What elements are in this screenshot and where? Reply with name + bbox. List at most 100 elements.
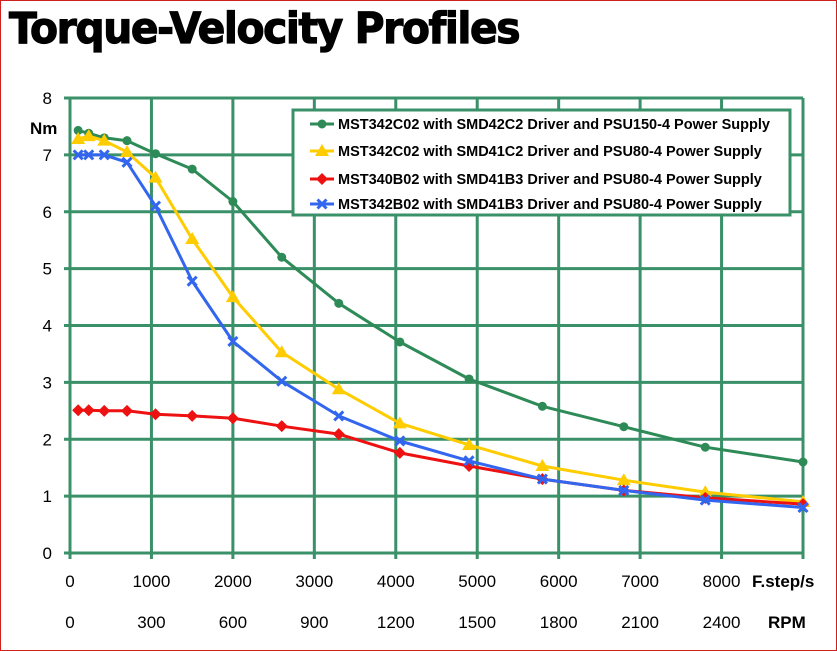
data-point (619, 422, 629, 432)
data-point (71, 131, 86, 144)
data-point (275, 420, 288, 433)
y-axis-label: Nm (30, 119, 57, 138)
data-point (618, 484, 630, 496)
x-secondary-tick-label: 2100 (621, 613, 659, 632)
data-point (81, 129, 96, 142)
data-point (462, 437, 477, 450)
data-point (700, 442, 710, 452)
data-point (121, 404, 134, 417)
x-secondary-tick-label: 600 (219, 613, 247, 632)
axis-labels: Nm F.step/s RPM (30, 119, 814, 632)
x-secondary-tick-label: 1500 (458, 613, 496, 632)
x-secondary-tick-label: 300 (137, 613, 165, 632)
x-secondary-tick-label: 1200 (377, 613, 415, 632)
data-point (72, 404, 85, 417)
series-layer (71, 125, 810, 514)
x-axis-label: F.step/s (752, 572, 814, 591)
data-point (334, 298, 344, 308)
data-point (151, 149, 161, 159)
data-point (186, 275, 198, 287)
data-point (798, 457, 808, 467)
data-point (149, 408, 162, 421)
x-tick-label: 5000 (458, 572, 496, 591)
y-tick-label: 4 (43, 317, 52, 336)
data-point (797, 501, 809, 514)
y-tick-label: 5 (43, 260, 52, 279)
data-point (72, 149, 84, 161)
data-point (82, 404, 95, 417)
data-point (616, 473, 631, 486)
x-secondary-tick-label: 0 (65, 613, 74, 632)
data-point (187, 164, 197, 174)
series-4 (72, 149, 809, 514)
data-point (277, 252, 287, 262)
data-point (274, 345, 289, 358)
legend: MST342C02 with SMD42C2 Driver and PSU150… (291, 108, 792, 217)
data-point (463, 455, 475, 467)
page-title: Torque-Velocity Profiles (8, 3, 521, 54)
y-tick-label: 8 (43, 89, 52, 108)
data-point (121, 156, 133, 168)
legend-marker (315, 144, 329, 156)
data-point (394, 435, 406, 447)
data-point (698, 485, 713, 498)
x-tick-label: 2000 (214, 572, 252, 591)
data-point (73, 125, 83, 135)
x-tick-label: 7000 (621, 572, 659, 591)
x-secondary-axis-label: RPM (768, 613, 806, 632)
data-point (536, 473, 548, 485)
data-point (97, 133, 112, 146)
data-point (226, 412, 239, 425)
data-point (535, 458, 550, 471)
data-point (464, 374, 474, 384)
x-tick-label: 0 (65, 572, 74, 591)
x-tick-label: 8000 (703, 572, 741, 591)
data-point (98, 149, 110, 161)
data-point (98, 404, 111, 417)
legend-box (291, 108, 792, 217)
y-tick-label: 7 (43, 146, 52, 165)
legend-item-4: MST342B02 with SMD41B3 Driver and PSU80-… (310, 197, 762, 213)
x-secondary-tick-label: 2400 (703, 613, 741, 632)
data-point (333, 410, 345, 422)
data-point (186, 409, 199, 422)
data-point (225, 290, 240, 303)
data-point (699, 494, 711, 506)
data-point (332, 428, 345, 441)
x-tick-label: 4000 (377, 572, 415, 591)
data-point (331, 382, 346, 395)
legend-label: MST342C02 with SMD42C2 Driver and PSU150… (338, 117, 770, 133)
data-point (83, 149, 95, 161)
data-point (120, 145, 135, 158)
y-tick-label: 3 (43, 373, 52, 392)
x-tick-label: 6000 (540, 572, 578, 591)
legend-item-2: MST342C02 with SMD41C2 Driver and PSU80-… (310, 144, 762, 160)
y-tick-label: 1 (43, 487, 52, 506)
data-point (148, 170, 163, 183)
legend-label: MST342B02 with SMD41B3 Driver and PSU80-… (338, 197, 762, 213)
data-point (122, 136, 132, 146)
y-tick-label: 6 (43, 203, 52, 222)
legend-marker (317, 119, 327, 129)
series-3 (72, 404, 809, 511)
x-secondary-tick-label: 1800 (540, 613, 578, 632)
legend-label: MST342C02 with SMD41C2 Driver and PSU80-… (338, 144, 762, 160)
legend-marker (316, 173, 328, 185)
data-point (537, 401, 547, 411)
x-tick-label: 3000 (295, 572, 333, 591)
legend-label: MST340B02 with SMD41B3 Driver and PSU80-… (338, 172, 762, 188)
data-point (227, 335, 239, 347)
x-tick-label: 1000 (133, 572, 171, 591)
data-point (149, 200, 162, 212)
data-point (392, 416, 407, 429)
legend-item-3: MST340B02 with SMD41B3 Driver and PSU80-… (310, 172, 762, 188)
y-tick-label: 0 (43, 544, 52, 563)
x-secondary-tick-label: 900 (300, 613, 328, 632)
legend-item-1: MST342C02 with SMD42C2 Driver and PSU150… (310, 117, 770, 133)
data-point (393, 446, 406, 459)
data-point (228, 197, 238, 207)
data-point (395, 337, 405, 347)
data-point (185, 232, 200, 245)
data-point (276, 375, 288, 387)
